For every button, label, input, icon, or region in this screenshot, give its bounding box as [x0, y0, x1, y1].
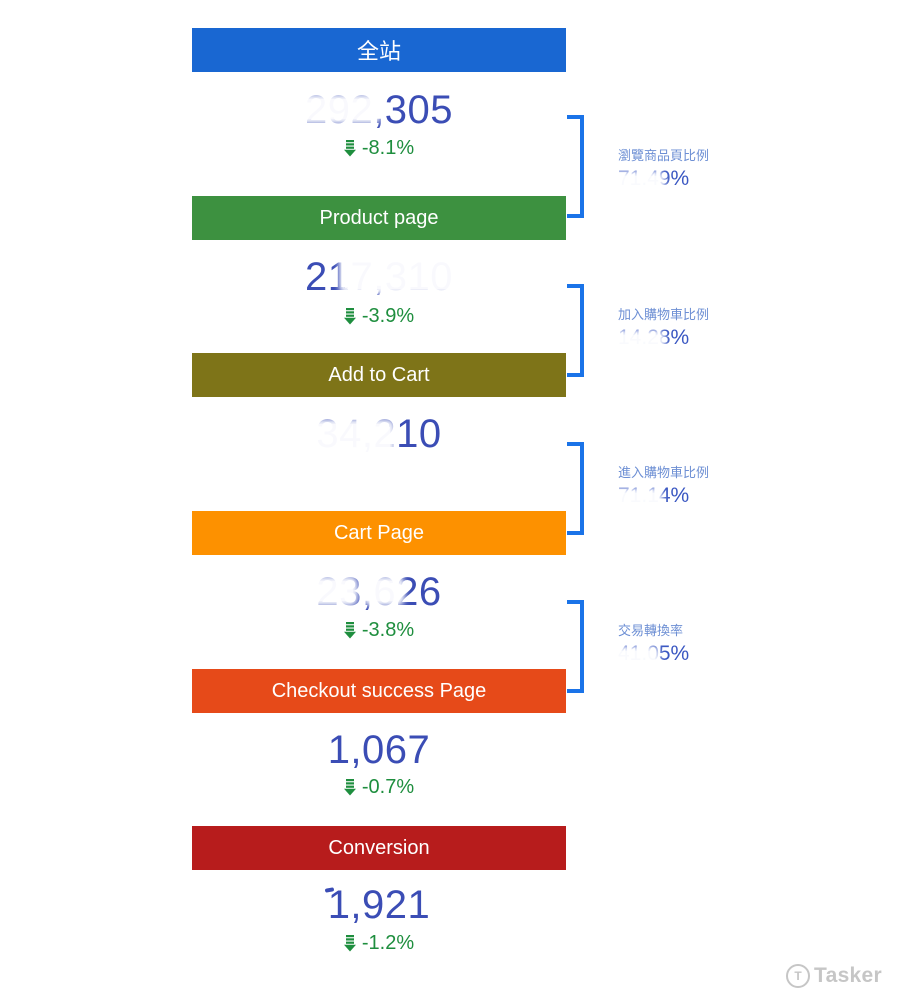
funnel-bar-site[interactable]: 全站 — [192, 28, 566, 72]
bracket-product-to-addtocart — [567, 284, 584, 377]
watermark-brand: Tasker — [814, 964, 882, 987]
down-arrow-icon — [343, 934, 356, 951]
funnel-bar-label: Conversion — [328, 836, 430, 859]
funnel-bar-cart-page[interactable]: Cart Page — [192, 511, 566, 555]
ratio-label: 交易轉換率 — [618, 623, 684, 638]
redaction-mask — [316, 424, 390, 457]
funnel-bar-checkout-success[interactable]: Checkout success Page — [192, 669, 566, 713]
delta-value: -1.2% — [361, 932, 415, 954]
funnel-bar-label: Cart Page — [333, 521, 425, 544]
metric-value-conversion: 1,921 — [327, 883, 431, 927]
funnel-bar-conversion[interactable]: Conversion — [192, 826, 566, 870]
funnel-bar-label: 全站 — [356, 39, 401, 64]
delta-value: -8.1% — [361, 137, 415, 159]
down-arrow-icon — [343, 778, 356, 795]
down-arrow-icon — [343, 621, 356, 638]
delta-product-page: -3.9% — [192, 304, 566, 328]
redaction-mask — [344, 255, 466, 289]
redaction-mask — [368, 581, 400, 601]
redaction-mask — [613, 651, 655, 669]
delta-value: -0.7% — [361, 776, 415, 798]
delta-value: -3.8% — [361, 619, 415, 641]
delta-site: -8.1% — [192, 136, 566, 160]
funnel-bar-label: Add to Cart — [328, 363, 430, 386]
tasker-logo-icon: T — [786, 964, 811, 988]
funnel-bar-label: Checkout success Page — [271, 679, 487, 702]
ratio-label: 瀏覽商品頁比例 — [618, 148, 710, 163]
delta-conversion: -1.2% — [192, 931, 566, 955]
tasker-watermark: T Tasker — [786, 964, 882, 988]
redaction-mask — [303, 581, 353, 601]
redaction-mask — [612, 176, 660, 194]
bracket-cartpage-to-checkout — [567, 600, 584, 693]
down-arrow-icon — [343, 307, 356, 324]
bracket-addtocart-to-cartpage — [567, 442, 584, 535]
delta-value: -3.9% — [361, 305, 415, 327]
ratio-label: 進入購物車比例 — [618, 465, 710, 480]
redaction-mask — [296, 99, 376, 119]
ratio-label: 加入購物車比例 — [618, 307, 710, 322]
metric-value-site: 292,305 — [304, 88, 454, 132]
funnel-bar-add-to-cart[interactable]: Add to Cart — [192, 353, 566, 397]
delta-checkout-success: -0.7% — [192, 775, 566, 799]
funnel-bar-label: Product page — [319, 206, 439, 229]
redaction-mask — [612, 335, 660, 353]
bracket-site-to-product — [567, 115, 584, 218]
redaction-mask — [612, 493, 658, 511]
metric-value-checkout-success: 1,067 — [327, 728, 431, 772]
down-arrow-icon — [343, 139, 356, 156]
funnel-bar-product-page[interactable]: Product page — [192, 196, 566, 240]
delta-cart-page: -3.8% — [192, 618, 566, 642]
